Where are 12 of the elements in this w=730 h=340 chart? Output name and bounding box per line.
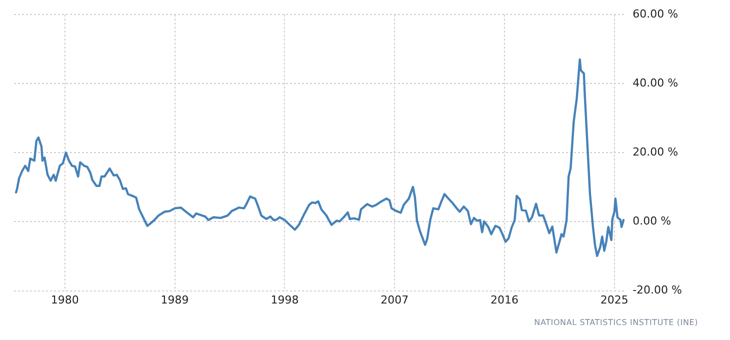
- x-tick-label: 2007: [380, 293, 409, 306]
- x-tick-label: 1989: [160, 293, 189, 306]
- x-tick-label: 1980: [50, 293, 79, 306]
- y-tick-label: 0.00 %: [632, 214, 672, 228]
- x-tick-label: 2016: [490, 293, 519, 306]
- x-tick-label: 2025: [600, 293, 628, 306]
- y-tick-label: -20.00 %: [632, 284, 682, 297]
- y-tick-label: 20.00 %: [632, 146, 678, 159]
- y-tick-label: 40.00 %: [632, 76, 678, 90]
- y-tick-label: 60.00 %: [632, 7, 678, 20]
- x-tick-label: 1998: [270, 293, 299, 306]
- text: NATIONAL STATISTICS INSTITUTE (INE): [534, 318, 698, 327]
